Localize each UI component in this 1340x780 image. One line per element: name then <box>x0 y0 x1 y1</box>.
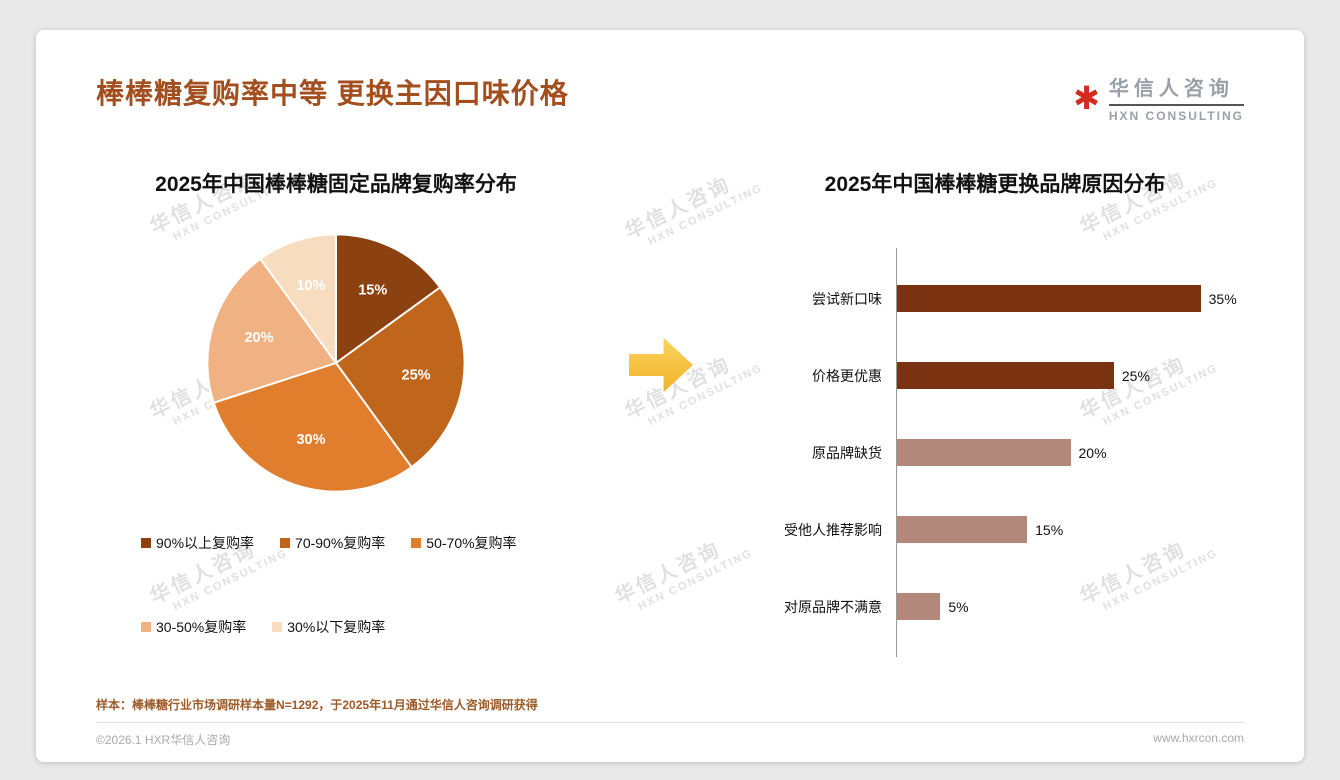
page-title: 棒棒糖复购率中等 更换主因口味价格 <box>96 78 569 109</box>
bar-value-label: 5% <box>948 598 969 615</box>
legend-item: 30%以下复购率 <box>272 617 385 637</box>
legend-item: 30-50%复购率 <box>141 617 246 637</box>
bar-category-label: 对原品牌不满意 <box>784 598 882 615</box>
arrow-right-icon <box>629 337 693 393</box>
copyright-text: ©2026.1 HXR华信人咨询 <box>96 733 231 747</box>
pie-slice <box>206 257 338 404</box>
legend-item: 90%以上复购率 <box>141 533 254 553</box>
bar-value-label: 25% <box>1121 367 1150 384</box>
bar-fill <box>897 362 1114 389</box>
bar-category-label: 受他人推荐影响 <box>784 521 882 538</box>
bar-row: 5% <box>897 568 1244 645</box>
bar-chart-title: 2025年中国棒棒糖更换品牌原因分布 <box>824 173 1166 196</box>
bar-row: 15% <box>897 491 1244 568</box>
bar-fill <box>897 593 941 620</box>
bar-row: 20% <box>897 414 1244 491</box>
pie-chart-title: 2025年中国棒棒糖固定品牌复购率分布 <box>155 173 517 196</box>
pie-legend: 90%以上复购率 70-90%复购率 50-70%复购率 30-50%复购率 30%以下… <box>96 533 576 637</box>
logo-name: 华信人咨询 <box>1108 72 1244 106</box>
slide-card: 华信人咨询 HXN CONSULTING 华信人咨询 HXN CONSULTING 华信… <box>36 30 1304 762</box>
bar-category-labels: 尝试新口味价格更优惠原品牌缺货受他人推荐影响 对原品牌不满意 <box>746 248 896 657</box>
pie-slice-label: 10% <box>296 278 325 294</box>
pie-slice-label: 30% <box>296 432 325 448</box>
company-logo: ✱ 华信人咨询 HXN CONSULTING <box>1073 72 1244 123</box>
legend-swatch <box>411 538 422 548</box>
bar-fill <box>897 439 1071 466</box>
header: 棒棒糖复购率中等 更换主因口味价格 ✱ 华信人咨询 HXN CONSULTING <box>96 72 1244 123</box>
pie-slice <box>212 361 413 493</box>
pie-slice-label: 20% <box>244 330 273 346</box>
legend-item: 70-90%复购率 <box>280 533 385 553</box>
legend-label: 30%以下复购率 <box>287 619 386 635</box>
pie-slice <box>259 233 337 366</box>
logo-subtitle: HXN CONSULTING <box>1108 109 1244 123</box>
bar-chart-panel: 2025年中国棒棒糖更换品牌原因分布 尝试新口味价格更优惠原品牌缺货受他人推荐影… <box>746 168 1244 657</box>
bar-rows: 35% 25% 20% 15% 5% <box>896 248 1244 657</box>
legend-label: 70-90%复购率 <box>295 535 386 551</box>
pie-slice-label: 15% <box>358 283 387 299</box>
footer: 样本：棒棒糖行业市场调研样本量N=1292，于2025年11月通过华信人咨询调研… <box>96 696 1244 748</box>
bar-fill <box>897 516 1028 543</box>
bar-category-label: 尝试新口味 <box>812 290 882 307</box>
legend-label: 90%以上复购率 <box>156 535 255 551</box>
legend-swatch <box>272 622 283 632</box>
bar-value-label: 15% <box>1035 521 1064 538</box>
bar-chart: 尝试新口味价格更优惠原品牌缺货受他人推荐影响 对原品牌不满意 35% 25% 20% 1… <box>746 248 1244 657</box>
logo-star-icon: ✱ <box>1073 79 1100 116</box>
pie-slice-label: 25% <box>402 367 431 383</box>
legend-swatch <box>280 538 291 548</box>
bar-category-label: 价格更优惠 <box>812 367 882 384</box>
legend-item: 50-70%复购率 <box>411 533 517 553</box>
pie-chart: 15% 25% 30% 20% 10% <box>206 233 466 493</box>
sample-note: 样本：棒棒糖行业市场调研样本量N=1292，于2025年11月通过华信人咨询调研… <box>96 698 538 712</box>
bar-row: 25% <box>897 337 1244 414</box>
bar-fill <box>897 285 1201 312</box>
website-text: www.hxrcon.com <box>1153 731 1244 745</box>
arrow-column <box>576 168 746 657</box>
bar-row: 35% <box>897 260 1244 337</box>
pie-slice <box>334 286 466 469</box>
legend-swatch <box>141 538 151 548</box>
legend-label: 30-50%复购率 <box>156 619 247 635</box>
bar-value-label: 20% <box>1078 444 1107 461</box>
charts-row: 2025年中国棒棒糖固定品牌复购率分布 15% 25% 30% 20% 10% 90%以… <box>96 168 1244 657</box>
legend-label: 50-70%复购率 <box>426 535 517 551</box>
pie-slice <box>335 233 442 365</box>
legend-swatch <box>141 622 151 632</box>
bar-value-label: 35% <box>1208 290 1237 307</box>
bar-category-label: 原品牌缺货 <box>812 444 882 461</box>
pie-chart-panel: 2025年中国棒棒糖固定品牌复购率分布 15% 25% 30% 20% 10% 90%以… <box>96 168 576 657</box>
